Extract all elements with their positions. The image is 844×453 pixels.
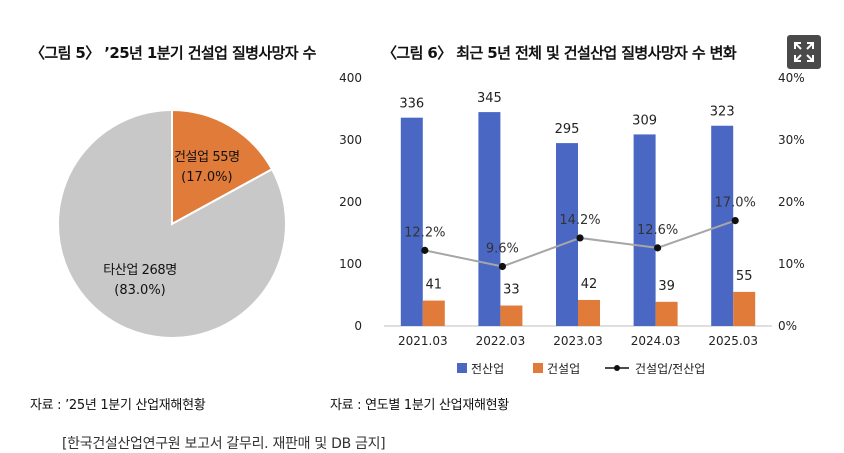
- x-tick-label: 2024.03: [631, 334, 681, 348]
- pie-chart: 건설업 55명 (17.0%) 타산업 268명 (83.0%): [57, 108, 287, 339]
- bar-line-chart: 0 100 200 300 400 0% 10% 20% 30% 40% 336 41 2021.03 3…: [339, 71, 805, 376]
- legend-label-0: 전산업: [471, 362, 504, 376]
- ratio-point-2: [576, 234, 584, 242]
- legend-swatch-0: [457, 363, 467, 373]
- bar-value-label: 55: [736, 269, 753, 284]
- y-right-tick-label: 40%: [778, 71, 805, 85]
- legend-label-2: 건설업/전산업: [635, 362, 705, 376]
- pie-chart-title: 〈그림 5〉 ’25년 1분기 건설업 질병사망자 수: [30, 44, 316, 62]
- legend-label-1: 건설업: [547, 362, 580, 376]
- y-left-tick-label: 400: [339, 71, 362, 85]
- pie-slice-percent-0: (17.0%): [181, 170, 232, 185]
- y-right-tick-label: 10%: [778, 257, 805, 271]
- ratio-value-label: 12.6%: [637, 223, 678, 238]
- ratio-value-label: 17.0%: [715, 196, 756, 211]
- pie-slice-1: [57, 108, 287, 339]
- pie-slice-percent-1: (83.0%): [114, 283, 165, 298]
- bar-construction-4: [733, 291, 756, 326]
- bar-construction-0: [422, 300, 445, 326]
- bar-value-label: 323: [710, 105, 735, 120]
- ratio-value-label: 12.2%: [404, 225, 445, 240]
- bar-total-1: [478, 112, 501, 326]
- bar-total-2: [556, 143, 578, 326]
- pie-source-note: 자료 : ’25년 1분기 산업재해현황: [30, 398, 206, 413]
- y-left-tick-label: 100: [339, 257, 362, 271]
- bar-construction-2: [578, 299, 600, 326]
- ratio-value-label: 14.2%: [559, 213, 600, 228]
- copyright-footer: [한국건설산업연구원 보고서 갈무리. 재판매 및 DB 금지]: [62, 436, 386, 452]
- bar-value-label: 336: [399, 97, 424, 112]
- bar-source-note: 자료 : 연도별 1분기 산업재해현황: [330, 398, 509, 413]
- y-left-tick-label: 0: [354, 319, 362, 333]
- expand-icon: [794, 42, 814, 62]
- x-tick-label: 2022.03: [476, 334, 526, 348]
- y-left-tick-label: 300: [339, 133, 362, 147]
- x-tick-label: 2021.03: [398, 334, 448, 348]
- bar-value-label: 39: [658, 279, 675, 294]
- bar-value-label: 309: [632, 113, 657, 128]
- pie-slice-label-1: 타산업 268명: [103, 263, 177, 278]
- ratio-point-1: [498, 262, 506, 271]
- y-right-tick-label: 20%: [778, 195, 805, 209]
- bar-value-label: 345: [477, 91, 502, 106]
- y-right-tick-label: 0%: [778, 319, 797, 333]
- bar-value-label: 41: [426, 278, 443, 293]
- bar-value-label: 295: [555, 122, 580, 137]
- x-tick-label: 2023.03: [553, 334, 603, 348]
- pie-slice-label-0: 건설업 55명: [174, 150, 240, 165]
- y-left-tick-label: 200: [339, 195, 362, 209]
- x-tick-label: 2025.03: [708, 334, 758, 348]
- bar-value-label: 33: [503, 283, 520, 298]
- bar-value-label: 42: [581, 277, 598, 292]
- bar-total-3: [633, 134, 656, 326]
- bar-construction-1: [500, 305, 523, 326]
- ratio-point-0: [421, 246, 429, 254]
- ratio-point-3: [654, 244, 662, 252]
- y-right-tick-label: 30%: [778, 133, 805, 147]
- ratio-point-4: [731, 217, 739, 225]
- bar-total-0: [400, 117, 423, 327]
- ratio-value-label: 9.6%: [486, 241, 519, 256]
- legend-marker-swatch: [614, 365, 620, 371]
- expand-button[interactable]: [787, 35, 821, 69]
- legend-swatch-1: [533, 363, 543, 373]
- bar-construction-3: [655, 301, 678, 326]
- bar-chart-title: 〈그림 6〉 최근 5년 전체 및 건설산업 질병사망자 수 변화: [382, 44, 737, 62]
- pie-slice-0: [171, 108, 274, 226]
